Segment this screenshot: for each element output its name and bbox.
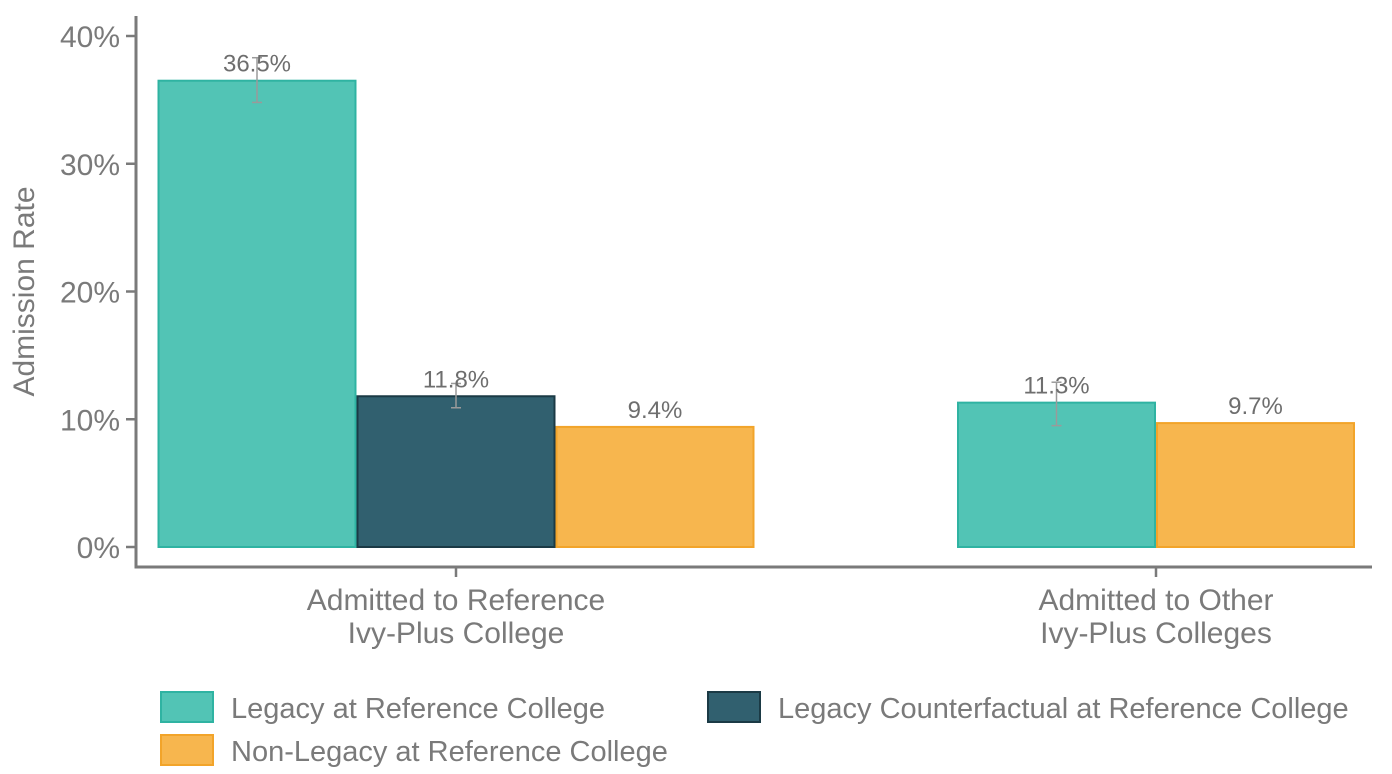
data-label: 9.4% [628, 397, 683, 424]
data-label: 9.7% [1228, 393, 1283, 420]
y-tick-label: 40% [60, 21, 120, 54]
legend-swatch [160, 734, 214, 766]
legend: Legacy at Reference College Legacy Counte… [160, 691, 1349, 768]
data-label: 11.8% [423, 366, 489, 393]
category-label: Ivy-Plus Colleges [1040, 617, 1272, 650]
category-label: Ivy-Plus College [348, 617, 565, 650]
bar [555, 425, 755, 549]
data-label: 11.3% [1023, 373, 1089, 400]
legend-swatch [160, 691, 214, 723]
y-tick-label: 10% [60, 404, 120, 437]
legend-label: Legacy Counterfactual at Reference Colle… [778, 693, 1349, 725]
axes: 0% 10% 20% 30% 40% Admission Rate Admitted to … [8, 16, 1372, 650]
data-label: 36.5% [223, 51, 291, 78]
legend-label: Non-Legacy at Reference College [231, 736, 668, 768]
legend-swatch [707, 691, 761, 723]
bars [157, 79, 1355, 549]
bar [157, 79, 357, 549]
y-axis-title: Admission Rate [8, 186, 41, 396]
category-label: Admitted to Other [1038, 584, 1273, 617]
y-tick-label: 30% [60, 149, 120, 182]
bar [957, 401, 1156, 548]
bar [1156, 422, 1355, 548]
category-label: Admitted to Reference [307, 584, 606, 617]
y-tick-label: 0% [77, 532, 120, 565]
y-tick-label: 20% [60, 277, 120, 310]
bar [356, 395, 556, 548]
data-labels: 36.5% 11.8% 9.4% 11.3% 9.7% [223, 51, 1283, 427]
legend-label: Legacy at Reference College [231, 693, 605, 725]
